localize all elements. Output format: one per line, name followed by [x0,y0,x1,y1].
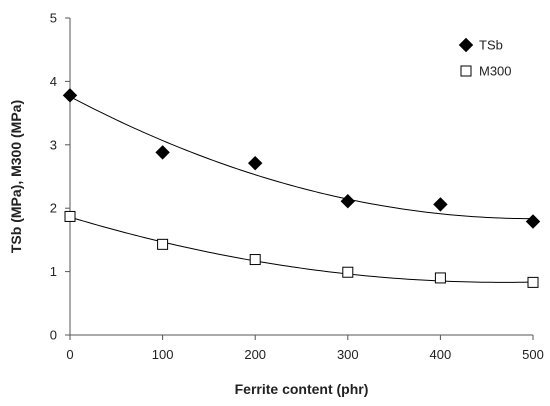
x-tick-label: 400 [430,347,452,362]
x-axis-title: Ferrite content (phr) [235,381,369,397]
x-tick-label: 100 [152,347,174,362]
data-point-tsb [62,88,78,103]
x-tick-label: 300 [337,347,359,362]
data-point-tsb [525,214,541,229]
plot-area: 0 1 2 3 4 5 0 100 200 300 400 500 [50,11,544,363]
data-point-tsb [340,194,356,209]
legend-item-m300: M300 [460,64,512,79]
trendline-tsb [69,96,534,220]
data-point-m300 [434,272,446,284]
y-tick-label: 4 [50,74,57,89]
x-axis-ticks: 0 100 200 300 400 500 [66,335,544,362]
y-tick-label: 5 [50,11,57,26]
data-point-m300 [157,238,169,250]
trendline-m300 [69,216,534,283]
data-point-tsb [247,155,263,171]
legend-marker-tsb [458,37,474,53]
y-tick-label: 2 [50,201,57,216]
legend: TSb M300 [458,37,512,79]
x-tick-label: 0 [66,347,73,362]
y-axis-ticks: 0 1 2 3 4 5 [50,11,70,343]
y-tick-label: 0 [50,328,57,343]
data-markers [62,88,541,288]
data-point-tsb [433,197,448,212]
y-tick-label: 1 [50,264,57,279]
data-point-tsb [155,145,170,160]
data-point-m300 [249,254,261,266]
x-tick-label: 200 [244,347,266,362]
y-tick-label: 3 [50,137,57,152]
y-axis-title: TSb (MPa), M300 (MPa) [8,100,24,253]
legend-marker-m300 [460,65,472,77]
legend-label-m300: M300 [479,64,512,79]
legend-label-tsb: TSb [479,38,503,53]
data-point-m300 [64,210,76,222]
data-point-m300 [527,276,539,288]
legend-item-tsb: TSb [458,37,503,53]
trendlines [69,96,534,283]
x-tick-label: 500 [522,347,544,362]
data-point-m300 [342,266,354,278]
